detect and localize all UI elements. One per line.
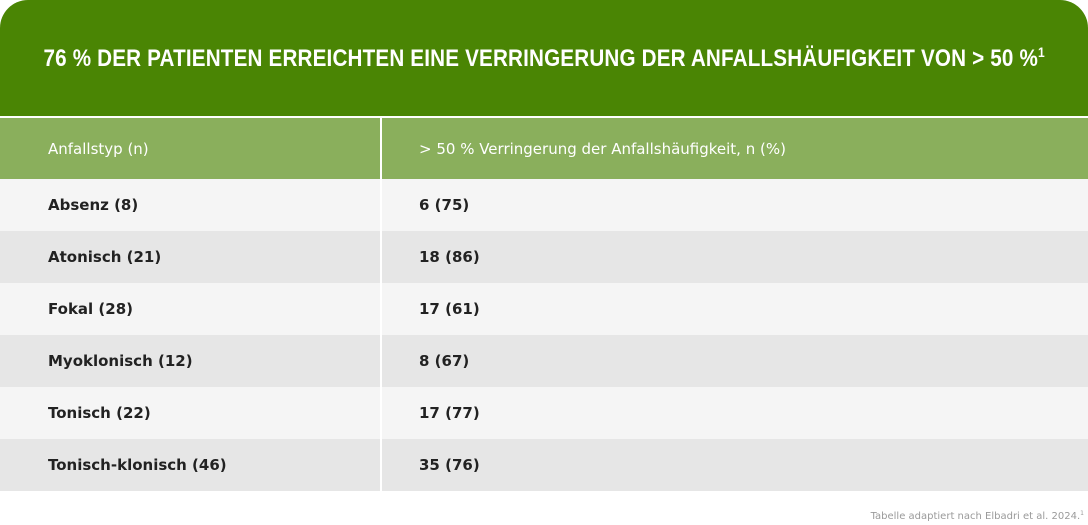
source-note: Tabelle adaptiert nach Elbadri et al. 20… [871, 510, 1084, 522]
seizure-type-cell: Tonisch (22) [0, 387, 382, 439]
reduction-cell: 17 (77) [381, 387, 1088, 439]
source-footnote-mark: 1 [1080, 510, 1084, 517]
reduction-cell: 8 (67) [381, 335, 1088, 387]
seizure-type-cell: Atonisch (21) [0, 231, 382, 283]
table-row: Tonisch-klonisch (46) 35 (76) [0, 439, 1088, 491]
table-row: Absenz (8) 6 (75) [0, 179, 1088, 231]
seizure-type-cell: Absenz (8) [0, 179, 382, 231]
reduction-cell: 35 (76) [381, 439, 1088, 491]
table-title: 76 % DER PATIENTEN ERREICHTEN EINE VERRI… [43, 44, 1044, 73]
seizure-table: Anfallstyp (n) > 50 % Verringerung der A… [0, 118, 1088, 491]
source-text: Tabelle adaptiert nach Elbadri et al. 20… [870, 511, 1081, 522]
table-header-row: Anfallstyp (n) > 50 % Verringerung der A… [0, 118, 1088, 179]
seizure-type-cell: Myoklonisch (12) [0, 335, 382, 387]
reduction-cell: 6 (75) [381, 179, 1088, 231]
reduction-cell: 18 (86) [381, 231, 1088, 283]
table-row: Fokal (28) 17 (61) [0, 283, 1088, 335]
table-row: Tonisch (22) 17 (77) [0, 387, 1088, 439]
seizure-type-cell: Tonisch-klonisch (46) [0, 439, 382, 491]
title-banner: 76 % DER PATIENTEN ERREICHTEN EINE VERRI… [0, 0, 1088, 116]
table-row: Atonisch (21) 18 (86) [0, 231, 1088, 283]
table-row: Myoklonisch (12) 8 (67) [0, 335, 1088, 387]
title-footnote-mark: 1 [1037, 43, 1045, 60]
results-table-card: 76 % DER PATIENTEN ERREICHTEN EINE VERRI… [0, 0, 1088, 491]
column-header-reduction: > 50 % Verringerung der Anfallshäufigkei… [381, 118, 1088, 179]
reduction-cell: 17 (61) [381, 283, 1088, 335]
seizure-type-cell: Fokal (28) [0, 283, 382, 335]
column-header-seizure-type: Anfallstyp (n) [0, 118, 382, 179]
title-text: 76 % DER PATIENTEN ERREICHTEN EINE VERRI… [43, 44, 1038, 72]
